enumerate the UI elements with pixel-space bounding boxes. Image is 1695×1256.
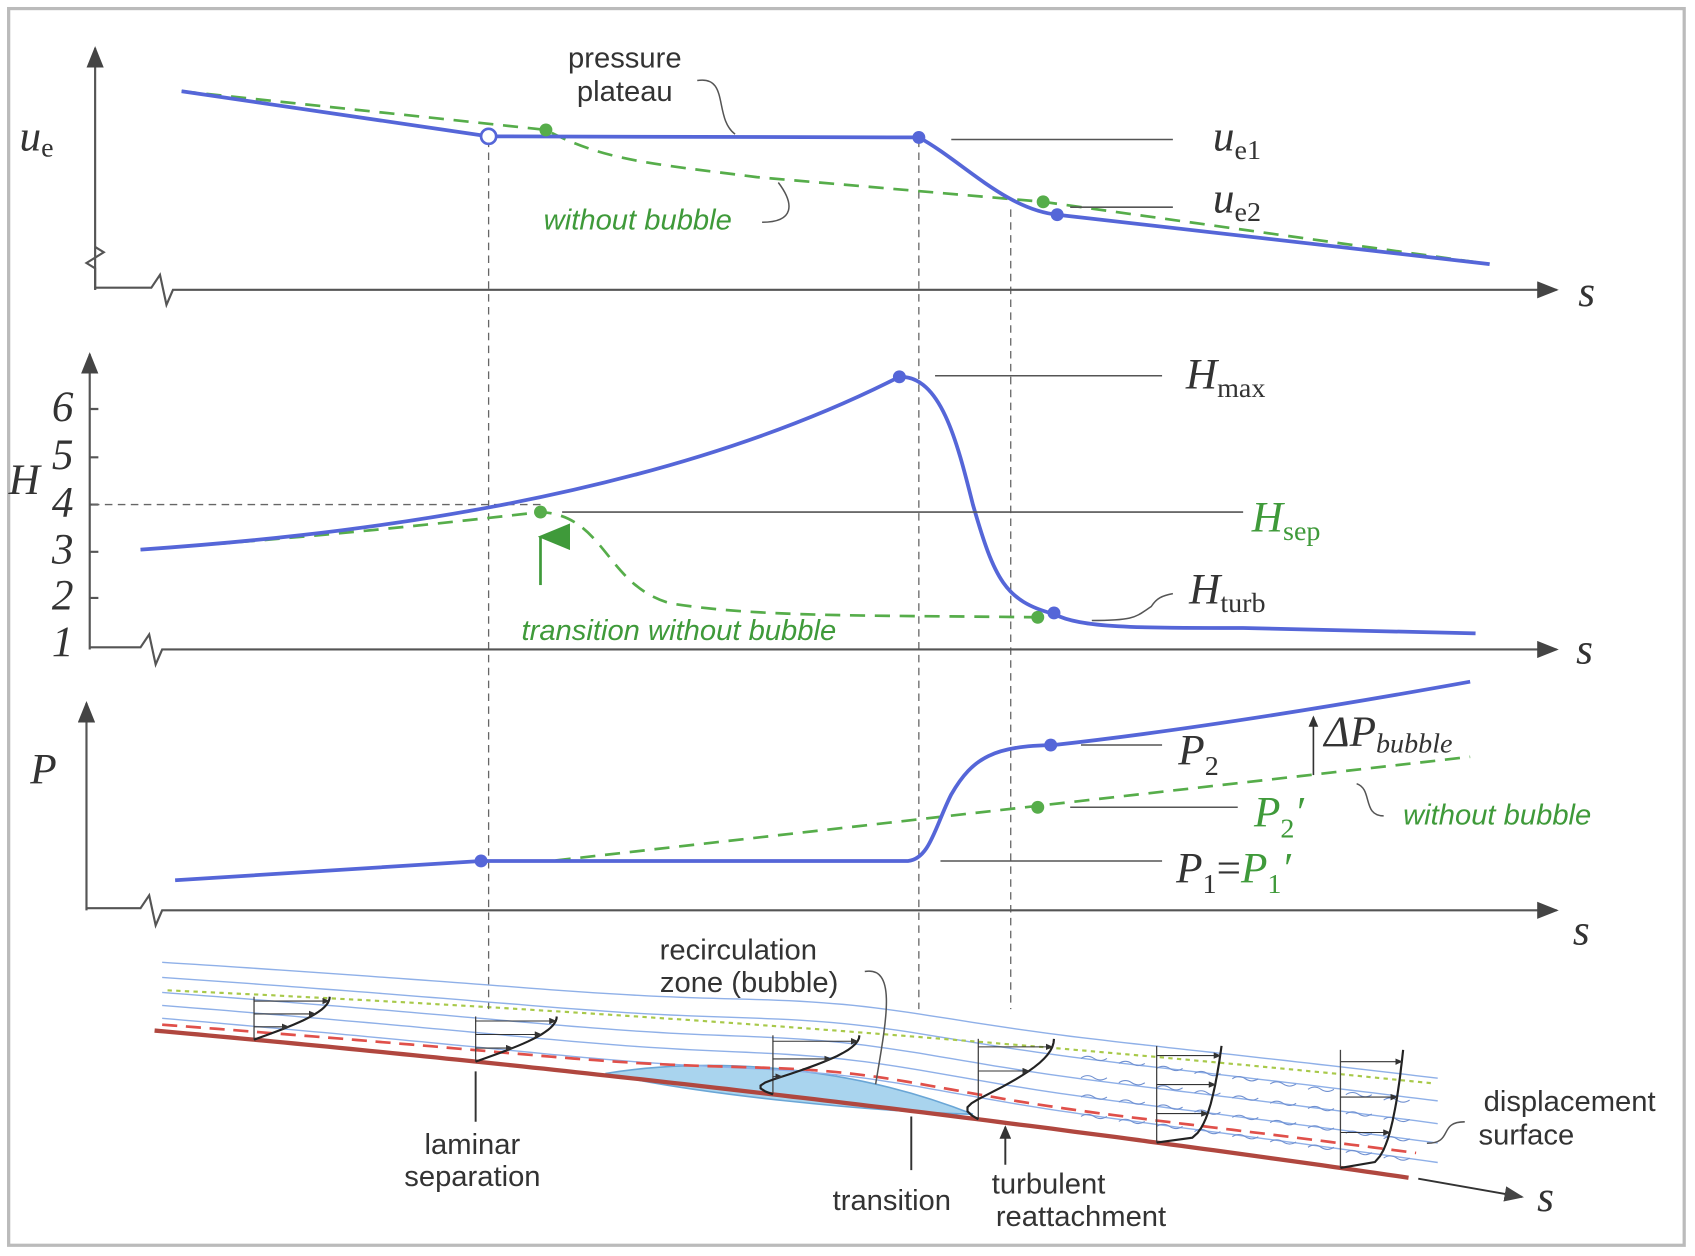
sup: ′ xyxy=(1294,790,1304,837)
sub: turb xyxy=(1220,588,1265,619)
annotation: separation xyxy=(404,1161,540,1193)
annotation: plateau xyxy=(577,76,673,108)
annotation: recirculation xyxy=(660,935,817,967)
tick-label: 2 xyxy=(52,573,74,620)
transition-point xyxy=(912,131,925,144)
blue-point xyxy=(1047,607,1060,620)
y-label: P xyxy=(29,747,56,794)
annotation: laminar xyxy=(425,1129,521,1161)
sup: ′ xyxy=(1281,846,1291,893)
main: H xyxy=(1185,352,1220,399)
sub: 2 xyxy=(1205,751,1219,782)
figure: ue s pressure plateau without bubble ue1… xyxy=(0,0,1695,1256)
annotation: reattachment xyxy=(996,1201,1166,1233)
tick-label: 6 xyxy=(52,384,74,431)
sub: e1 xyxy=(1234,135,1261,166)
tick-label: 3 xyxy=(51,527,74,574)
x-label: s xyxy=(1573,908,1590,955)
annotation: turbulent xyxy=(992,1169,1106,1201)
sub: bubble xyxy=(1376,729,1452,760)
tick-label: 1 xyxy=(52,619,74,666)
main: P xyxy=(1177,727,1204,774)
main: P xyxy=(1253,790,1280,837)
main: u xyxy=(19,113,41,160)
main: P xyxy=(1240,846,1267,893)
annotation: without bubble xyxy=(544,205,732,237)
x-label: s xyxy=(1576,627,1593,674)
sub: sep xyxy=(1283,516,1320,547)
annotation: transition without bubble xyxy=(522,615,837,647)
sub: max xyxy=(1217,373,1265,404)
annotation: zone (bubble) xyxy=(660,967,838,999)
sub: 2 xyxy=(1280,813,1294,844)
p2-prime-point xyxy=(1031,801,1044,814)
green-point xyxy=(539,123,552,136)
green-point xyxy=(534,506,547,519)
main: P xyxy=(1175,846,1202,893)
tick-label: 5 xyxy=(52,432,74,479)
equals: = xyxy=(1217,846,1241,893)
sub: 1 xyxy=(1267,869,1281,900)
tick-label: 4 xyxy=(52,479,74,526)
reattach-point xyxy=(1051,208,1064,221)
main: H xyxy=(1251,495,1286,542)
annotation: without bubble xyxy=(1403,800,1591,832)
annotation: displacement xyxy=(1484,1086,1656,1118)
annotation: pressure xyxy=(568,43,682,75)
separation-point xyxy=(481,129,496,144)
main: H xyxy=(1188,566,1223,613)
x-label: s xyxy=(1578,269,1595,316)
sub: e xyxy=(41,133,53,164)
sub: 1 xyxy=(1203,869,1217,900)
label: P2′ xyxy=(1253,790,1305,845)
annotation: transition xyxy=(833,1185,951,1217)
hmax-point xyxy=(893,370,906,383)
annotation: surface xyxy=(1479,1119,1575,1151)
p2-point xyxy=(1044,739,1057,752)
main: ΔP xyxy=(1322,709,1376,756)
separation-point xyxy=(475,855,488,868)
y-label: H xyxy=(8,457,43,504)
y-ticks: 1 2 3 4 5 6 xyxy=(51,384,74,666)
green-point xyxy=(1037,195,1050,208)
main: u xyxy=(1213,113,1235,160)
x-label: s xyxy=(1537,1174,1554,1221)
main: u xyxy=(1213,176,1235,223)
sub: e2 xyxy=(1234,197,1261,228)
green-point xyxy=(1031,611,1044,624)
